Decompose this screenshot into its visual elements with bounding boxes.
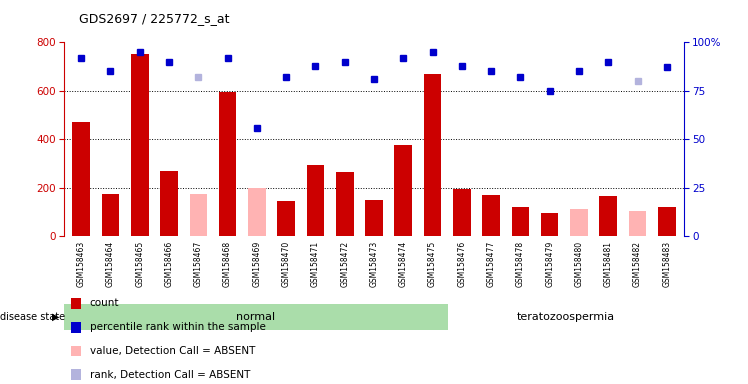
Text: GSM158474: GSM158474 bbox=[399, 241, 408, 288]
Text: GSM158463: GSM158463 bbox=[76, 241, 86, 288]
Bar bbox=[218, 92, 236, 236]
Bar bbox=[365, 200, 383, 236]
Text: GSM158477: GSM158477 bbox=[487, 241, 496, 288]
Text: GSM158467: GSM158467 bbox=[194, 241, 203, 288]
Bar bbox=[307, 165, 324, 236]
Bar bbox=[336, 172, 354, 236]
Bar bbox=[394, 145, 412, 236]
Text: ▶: ▶ bbox=[52, 312, 60, 322]
Text: GSM158478: GSM158478 bbox=[516, 241, 525, 287]
Text: GSM158471: GSM158471 bbox=[311, 241, 320, 287]
Text: GSM158473: GSM158473 bbox=[370, 241, 378, 288]
Text: GSM158468: GSM158468 bbox=[223, 241, 232, 287]
Text: percentile rank within the sample: percentile rank within the sample bbox=[90, 322, 266, 332]
Bar bbox=[424, 74, 441, 236]
Text: GSM158482: GSM158482 bbox=[633, 241, 642, 287]
Text: GSM158470: GSM158470 bbox=[282, 241, 291, 288]
Bar bbox=[160, 171, 178, 236]
Bar bbox=[73, 122, 90, 236]
Text: GSM158465: GSM158465 bbox=[135, 241, 144, 288]
Text: teratozoospermia: teratozoospermia bbox=[517, 312, 615, 322]
Text: value, Detection Call = ABSENT: value, Detection Call = ABSENT bbox=[90, 346, 255, 356]
Bar bbox=[248, 188, 266, 236]
Bar bbox=[453, 189, 470, 236]
Text: GSM158483: GSM158483 bbox=[662, 241, 672, 287]
Text: GSM158464: GSM158464 bbox=[106, 241, 115, 288]
Text: disease state: disease state bbox=[0, 312, 65, 322]
Text: GSM158466: GSM158466 bbox=[165, 241, 174, 288]
Text: GSM158476: GSM158476 bbox=[457, 241, 466, 288]
Bar bbox=[541, 213, 559, 236]
Text: GSM158469: GSM158469 bbox=[252, 241, 261, 288]
Bar bbox=[570, 210, 588, 236]
Text: count: count bbox=[90, 298, 119, 308]
Bar bbox=[658, 207, 675, 236]
Bar bbox=[189, 194, 207, 236]
Text: GDS2697 / 225772_s_at: GDS2697 / 225772_s_at bbox=[79, 12, 229, 25]
Bar bbox=[278, 201, 295, 236]
Text: normal: normal bbox=[236, 312, 275, 322]
Text: GSM158475: GSM158475 bbox=[428, 241, 437, 288]
Text: rank, Detection Call = ABSENT: rank, Detection Call = ABSENT bbox=[90, 370, 250, 380]
Text: GSM158472: GSM158472 bbox=[340, 241, 349, 287]
Bar bbox=[482, 195, 500, 236]
Bar bbox=[102, 194, 119, 236]
Text: GSM158479: GSM158479 bbox=[545, 241, 554, 288]
Text: GSM158481: GSM158481 bbox=[604, 241, 613, 287]
Bar bbox=[131, 55, 149, 236]
Bar bbox=[599, 196, 617, 236]
Bar bbox=[512, 207, 529, 236]
Bar bbox=[629, 211, 646, 236]
Text: GSM158480: GSM158480 bbox=[574, 241, 583, 287]
